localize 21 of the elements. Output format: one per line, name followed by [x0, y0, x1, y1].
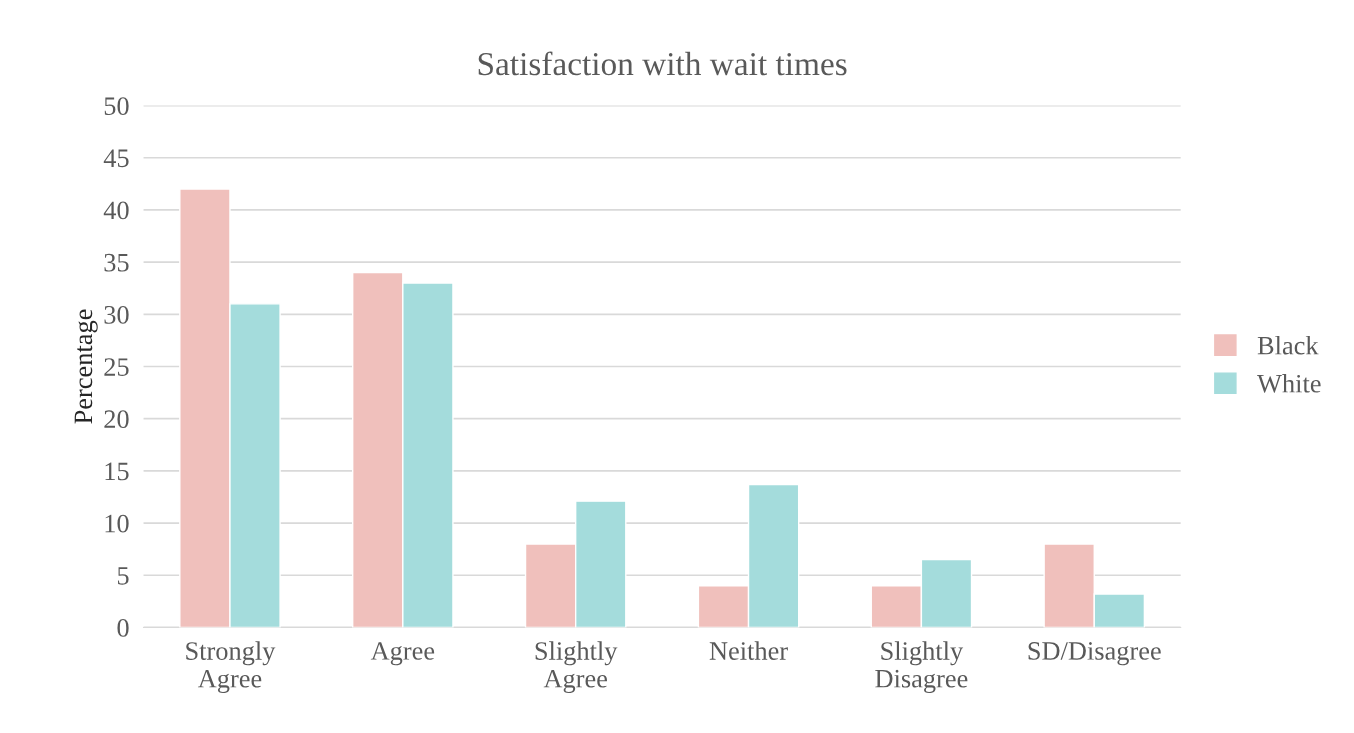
- x-tick-label: Slightly Disagree: [875, 641, 968, 694]
- y-tick-label: 20: [104, 410, 129, 429]
- legend-label: Black: [1257, 335, 1319, 355]
- y-tick-label: 30: [104, 305, 129, 324]
- y-tick-label: 25: [104, 358, 129, 376]
- x-tick-label: Slightly Agree: [535, 641, 618, 694]
- y-tick-label: 0: [117, 619, 129, 637]
- x-tick-label: Neither: [709, 641, 788, 660]
- y-axis-title: Percentage: [74, 309, 98, 424]
- y-tick-label: 35: [104, 253, 129, 272]
- x-tick-label: SD/Disagree: [1028, 642, 1161, 666]
- y-tick-label: 10: [105, 514, 129, 533]
- y-tick-label: 15: [105, 462, 129, 481]
- y-tick-label: 50: [104, 97, 129, 115]
- x-tick-label: Agree: [370, 642, 435, 666]
- y-tick-label: 40: [103, 201, 129, 220]
- y-tick-label: 5: [117, 567, 129, 585]
- x-tick-label: Strongly Agree: [186, 641, 276, 694]
- y-tick-label: 45: [103, 149, 129, 168]
- chart-title: Satisfaction with wait times: [478, 51, 847, 76]
- legend-label: White: [1257, 374, 1321, 393]
